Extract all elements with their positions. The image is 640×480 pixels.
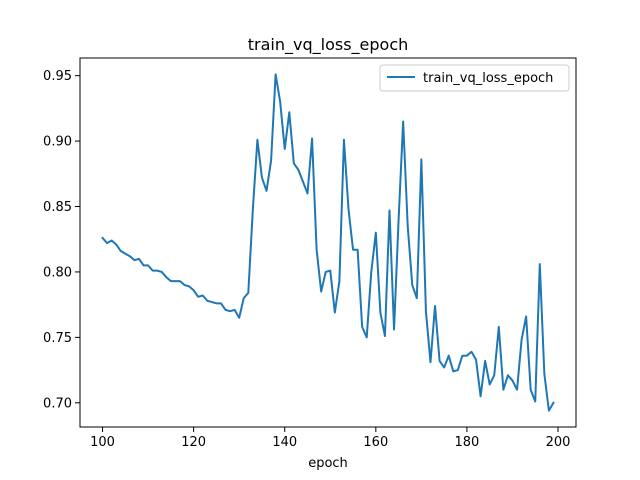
y-axis-ticks: 0.70 0.75 0.80 0.85 0.90 0.95 <box>43 69 80 411</box>
y-tick-label: 0.75 <box>43 331 72 346</box>
chart-title: train_vq_loss_epoch <box>248 35 409 55</box>
x-tick-label: 180 <box>455 435 480 450</box>
x-tick-label: 200 <box>546 435 571 450</box>
y-tick-label: 0.70 <box>43 396 72 411</box>
y-tick-label: 0.80 <box>43 265 72 280</box>
axes-background <box>80 58 576 427</box>
axes-frame <box>79 57 577 428</box>
x-axis-ticks: 100 120 140 160 180 200 <box>90 427 570 450</box>
y-tick-label: 0.90 <box>43 135 72 150</box>
legend: train_vq_loss_epoch <box>379 64 570 92</box>
series-group <box>101 73 555 412</box>
x-tick-label: 100 <box>90 435 115 450</box>
x-tick-label: 140 <box>272 435 297 450</box>
x-axis-label: epoch <box>308 456 348 471</box>
legend-entry-label: train_vq_loss_epoch <box>423 71 553 86</box>
x-tick-label: 120 <box>181 435 206 450</box>
y-tick-label: 0.85 <box>43 200 72 215</box>
series-line <box>101 73 555 412</box>
x-tick-label: 160 <box>363 435 388 450</box>
y-tick-label: 0.95 <box>43 69 72 84</box>
legend-box <box>379 64 570 92</box>
